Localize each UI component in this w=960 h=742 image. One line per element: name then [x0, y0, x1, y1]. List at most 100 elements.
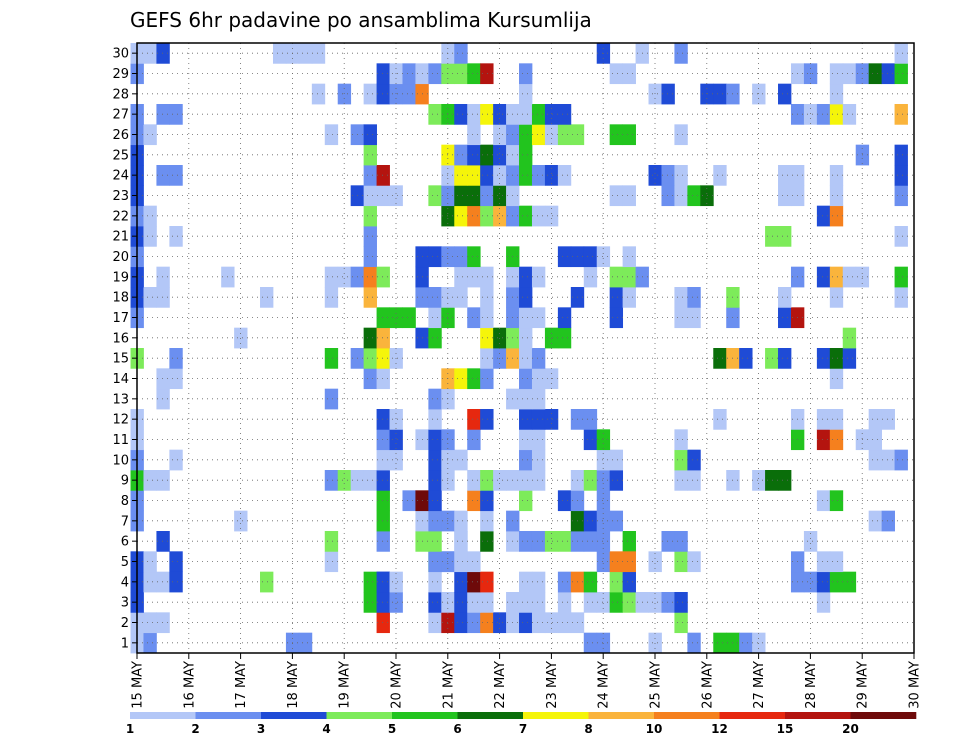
heatmap-cell	[519, 266, 533, 288]
colorbar-segment	[850, 712, 917, 719]
heatmap-cell	[428, 307, 442, 329]
heatmap-cell	[467, 307, 481, 329]
heatmap-cell	[389, 185, 403, 207]
heatmap-cell	[480, 104, 494, 125]
heatmap-cell	[467, 124, 481, 146]
heatmap-cell	[480, 592, 494, 613]
heatmap-cell	[674, 531, 688, 552]
y-tick-label: 11	[112, 433, 129, 448]
heatmap-cell	[169, 165, 183, 186]
heatmap-cell	[622, 592, 636, 613]
x-tick-label: 16 MAY	[182, 661, 197, 709]
heatmap-cell	[363, 470, 377, 491]
heatmap-cell	[816, 490, 831, 512]
colorbar-segment	[523, 712, 589, 719]
heatmap-cell	[674, 287, 688, 308]
heatmap-cell	[661, 531, 675, 552]
heatmap-cell	[829, 287, 844, 308]
heatmap-cell	[428, 571, 442, 593]
heatmap-cell	[324, 124, 339, 146]
heatmap-cell	[169, 226, 183, 247]
heatmap-cell	[648, 551, 662, 573]
heatmap-cell	[363, 165, 377, 186]
heatmap-cell	[156, 165, 170, 186]
heatmap-cell	[519, 348, 533, 369]
heatmap-cell	[324, 266, 339, 288]
x-tick-label: 15 MAY	[131, 661, 146, 709]
heatmap-cell	[454, 104, 468, 125]
colorbar-label: 3	[257, 722, 265, 736]
heatmap-cell	[519, 368, 533, 390]
heatmap-cell	[583, 409, 598, 430]
heatmap-cell	[467, 429, 481, 451]
heatmap-cell	[842, 348, 857, 369]
heatmap-cell	[363, 83, 377, 105]
heatmap-cell	[428, 592, 442, 613]
heatmap-cell	[169, 571, 183, 593]
heatmap-cell	[480, 165, 494, 186]
heatmap-cell	[480, 266, 494, 288]
heatmap-cell	[713, 632, 727, 654]
heatmap-cell	[519, 409, 533, 430]
heatmap-cell	[829, 368, 844, 390]
colorbar-label: 10	[646, 722, 663, 736]
heatmap-cell	[324, 348, 339, 369]
heatmap-cell	[480, 510, 494, 532]
heatmap-cell	[480, 144, 494, 166]
heatmap-cell	[324, 551, 339, 573]
heatmap-cell	[519, 571, 533, 593]
heatmap-cell	[894, 226, 908, 247]
heatmap-cell	[661, 83, 675, 105]
heatmap-cell	[519, 388, 533, 410]
heatmap-cell	[324, 388, 339, 410]
heatmap-cell	[674, 449, 688, 471]
y-axis: 1234567891011121314151617181920212223242…	[112, 47, 137, 651]
heatmap-cell	[376, 490, 390, 512]
colorbar-segment	[326, 712, 393, 719]
heatmap-cell	[622, 571, 636, 593]
heatmap-cell	[519, 63, 533, 85]
heatmap-cell	[557, 124, 572, 146]
heatmap-cell	[661, 185, 675, 207]
heatmap-cell	[544, 165, 559, 186]
heatmap-cell	[467, 205, 481, 227]
heatmap-cell	[778, 348, 792, 369]
heatmap-cell	[156, 470, 170, 491]
heatmap-cell	[324, 287, 339, 308]
heatmap-cell	[480, 327, 494, 349]
heatmap-cell	[531, 165, 546, 186]
heatmap-cell	[583, 531, 598, 552]
heatmap-cell	[674, 551, 688, 573]
x-tick-label: 27 MAY	[752, 661, 767, 709]
heatmap-cell	[169, 104, 183, 125]
heatmap-cell	[739, 632, 753, 654]
heatmap-cell	[531, 368, 546, 390]
y-tick-label: 4	[121, 575, 129, 590]
heatmap-cell	[609, 592, 624, 613]
heatmap-cell	[557, 165, 572, 186]
heatmap-cell	[829, 490, 844, 512]
y-tick-label: 5	[121, 555, 129, 570]
heatmap-cell	[467, 165, 481, 186]
heatmap-cell	[557, 571, 572, 593]
heatmap-cells	[130, 43, 908, 654]
heatmap-cell	[519, 592, 533, 613]
y-tick-label: 19	[112, 270, 129, 285]
heatmap-cell	[376, 266, 390, 288]
heatmap-cell	[272, 43, 287, 64]
heatmap-cell	[454, 144, 468, 166]
x-tick-label: 26 MAY	[700, 661, 715, 709]
heatmap-cell	[480, 287, 494, 308]
heatmap-cell	[803, 531, 818, 552]
heatmap-cell	[376, 63, 390, 85]
heatmap-cell	[531, 592, 546, 613]
heatmap-cell	[881, 63, 895, 85]
heatmap-cell	[778, 226, 792, 247]
heatmap-cell	[493, 205, 507, 227]
y-tick-label: 15	[112, 352, 129, 367]
heatmap-cell	[609, 124, 624, 146]
heatmap-cell	[557, 531, 572, 552]
heatmap-cell	[454, 205, 468, 227]
heatmap-cell	[363, 266, 377, 288]
heatmap-cell	[829, 63, 844, 85]
